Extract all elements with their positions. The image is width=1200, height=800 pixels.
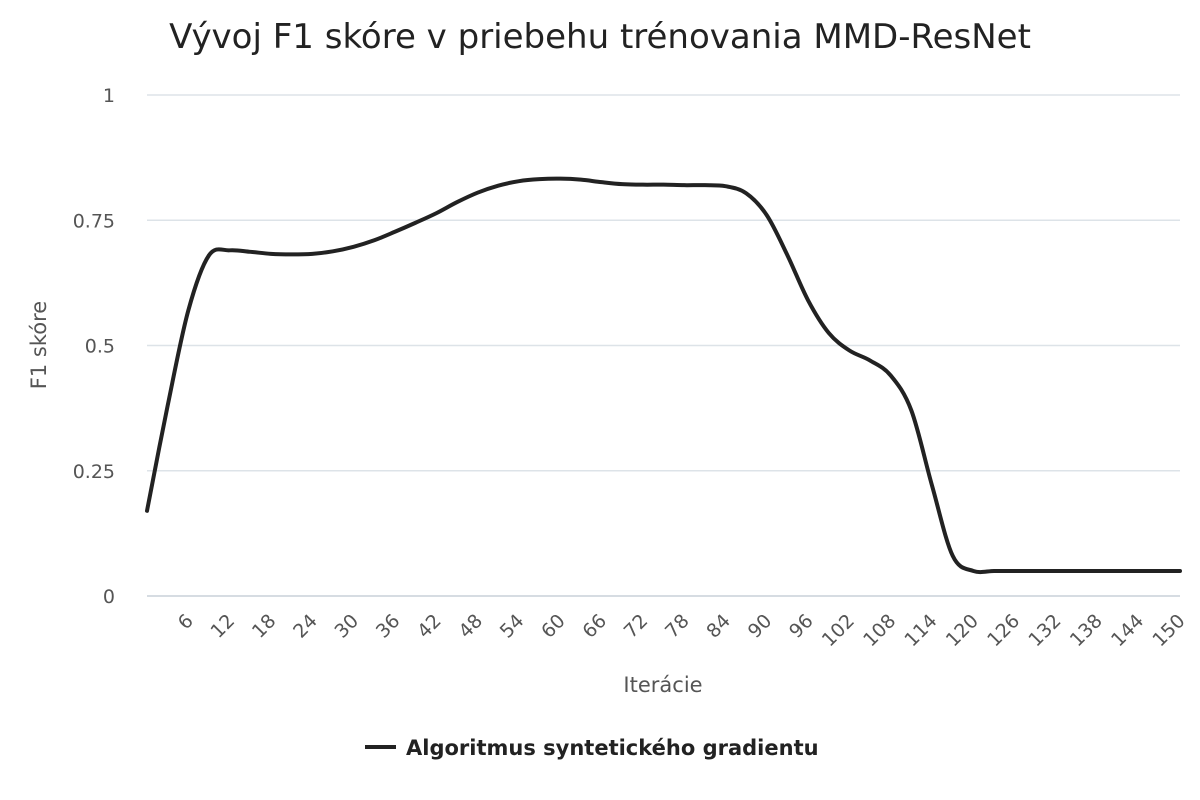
data-point[interactable] <box>183 305 193 315</box>
legend[interactable]: Algoritmus syntetického gradientu <box>365 736 819 760</box>
data-point[interactable] <box>493 181 503 191</box>
data-point[interactable] <box>555 174 565 184</box>
chart-title: Vývoj F1 skóre v priebehu trénovania MMD… <box>169 17 1031 57</box>
y-tick-label: 0 <box>103 586 115 608</box>
series-group <box>142 174 1185 576</box>
x-tick-label: 60 <box>537 610 570 643</box>
x-tick-label: 12 <box>207 610 240 643</box>
data-point[interactable] <box>1051 566 1061 576</box>
data-point[interactable] <box>865 356 875 366</box>
data-point[interactable] <box>844 346 854 356</box>
x-tick-label: 90 <box>744 610 777 643</box>
data-point[interactable] <box>349 242 359 252</box>
legend-label-series-1: Algoritmus syntetického gradientu <box>406 736 819 760</box>
data-point[interactable] <box>762 210 772 220</box>
data-point[interactable] <box>1113 566 1123 576</box>
y-tick-label: 0.25 <box>73 461 115 483</box>
data-point[interactable] <box>989 566 999 576</box>
series-line-1[interactable] <box>145 176 1182 575</box>
x-tick-label: 18 <box>248 610 281 643</box>
x-tick-label: 66 <box>578 610 611 643</box>
data-point[interactable] <box>266 249 276 259</box>
data-point[interactable] <box>803 295 813 305</box>
x-tick-label: 96 <box>785 610 818 643</box>
x-tick-label: 114 <box>900 610 941 651</box>
data-point[interactable] <box>411 218 421 228</box>
data-point[interactable] <box>968 566 978 576</box>
x-tick-label: 138 <box>1066 610 1107 651</box>
data-point[interactable] <box>1175 566 1185 576</box>
data-point[interactable] <box>452 197 462 207</box>
x-tick-label: 36 <box>372 610 405 643</box>
data-point[interactable] <box>1010 566 1020 576</box>
x-tick-label: 144 <box>1107 610 1148 651</box>
data-point[interactable] <box>1154 566 1164 576</box>
data-point[interactable] <box>390 227 400 237</box>
data-point[interactable] <box>741 188 751 198</box>
x-tick-label: 6 <box>174 610 198 634</box>
data-point[interactable] <box>225 245 235 255</box>
y-tick-label: 0.75 <box>73 210 115 232</box>
data-point[interactable] <box>1030 566 1040 576</box>
data-point[interactable] <box>307 249 317 259</box>
data-point[interactable] <box>1134 566 1144 576</box>
data-point[interactable] <box>597 177 607 187</box>
data-point[interactable] <box>287 249 297 259</box>
y-axis-ticks: 0 0.25 0.5 0.75 1 <box>73 85 115 608</box>
data-point[interactable] <box>782 250 792 260</box>
data-point[interactable] <box>1072 566 1082 576</box>
x-tick-label: 150 <box>1148 610 1189 651</box>
x-tick-label: 24 <box>289 610 322 643</box>
data-point[interactable] <box>245 247 255 257</box>
data-point[interactable] <box>927 481 937 491</box>
x-tick-label: 108 <box>859 610 900 651</box>
data-point[interactable] <box>700 180 710 190</box>
data-point[interactable] <box>142 506 152 516</box>
x-tick-label: 48 <box>454 610 487 643</box>
data-point[interactable] <box>1092 566 1102 576</box>
y-tick-label: 0.5 <box>85 336 115 358</box>
x-tick-label: 132 <box>1024 610 1065 651</box>
data-point[interactable] <box>514 176 524 186</box>
data-point[interactable] <box>824 328 834 338</box>
data-point[interactable] <box>369 235 379 245</box>
data-point[interactable] <box>948 551 958 561</box>
x-tick-label: 72 <box>620 610 653 643</box>
y-tick-label: 1 <box>103 85 115 107</box>
x-tick-label: 30 <box>330 610 363 643</box>
data-point[interactable] <box>720 181 730 191</box>
x-axis-ticks: 6 12 18 24 30 36 42 48 54 60 66 72 78 84 90 96 102 108 114… <box>174 610 1190 651</box>
x-tick-label: 84 <box>702 610 735 643</box>
x-tick-label: 42 <box>413 610 446 643</box>
data-point[interactable] <box>679 180 689 190</box>
data-point[interactable] <box>328 246 338 256</box>
grid-lines <box>147 94 1180 597</box>
data-point[interactable] <box>535 174 545 184</box>
x-tick-label: 126 <box>983 610 1024 651</box>
x-tick-label: 120 <box>942 610 983 651</box>
data-point[interactable] <box>638 180 648 190</box>
x-tick-label: 102 <box>818 610 859 651</box>
data-point[interactable] <box>886 371 896 381</box>
data-point[interactable] <box>473 188 483 198</box>
y-axis-title: F1 skóre <box>27 301 51 389</box>
x-tick-label: 78 <box>661 610 694 643</box>
data-point[interactable] <box>659 180 669 190</box>
data-point[interactable] <box>204 250 214 260</box>
x-axis-title: Iterácie <box>623 673 702 697</box>
data-point[interactable] <box>906 406 916 416</box>
data-point[interactable] <box>576 175 586 185</box>
data-point[interactable] <box>617 179 627 189</box>
data-point[interactable] <box>163 401 173 411</box>
x-tick-label: 54 <box>496 610 529 643</box>
data-point[interactable] <box>431 208 441 218</box>
